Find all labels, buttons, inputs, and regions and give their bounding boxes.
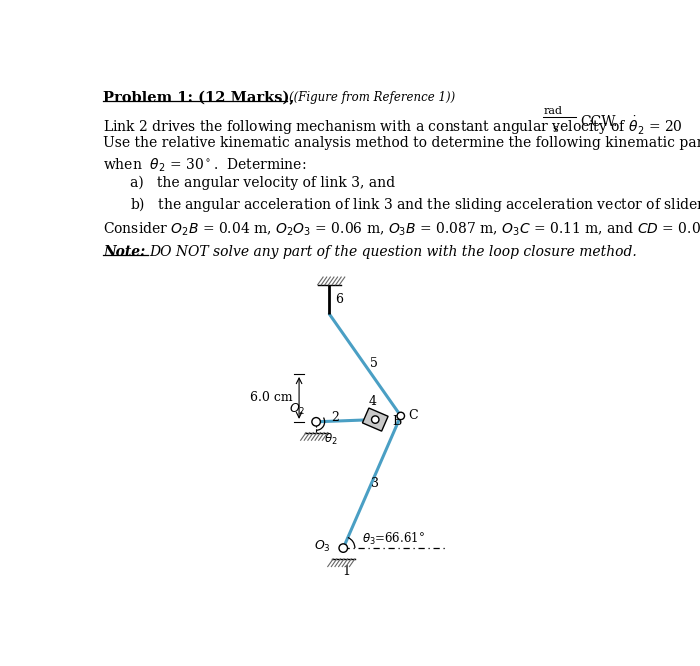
Text: B: B [392,415,402,428]
Text: ((Figure from Reference 1)): ((Figure from Reference 1)) [289,91,455,104]
Text: 2: 2 [332,411,340,424]
Text: when  $\theta_2$ = 30$^\circ$.  Determine:: when $\theta_2$ = 30$^\circ$. Determine: [103,156,307,174]
Text: Consider $O_2B$ = 0.04 m, $O_2O_3$ = 0.06 m, $O_3B$ = 0.087 m, $O_3C$ = 0.11 m, : Consider $O_2B$ = 0.04 m, $O_2O_3$ = 0.0… [103,221,700,238]
Text: a)   the angular velocity of link 3, and: a) the angular velocity of link 3, and [130,175,395,190]
Text: b)   the angular acceleration of link 3 and the sliding acceleration vector of s: b) the angular acceleration of link 3 an… [130,194,700,214]
Text: $\theta_3$=66.61°: $\theta_3$=66.61° [362,531,425,547]
Text: Use the relative kinematic analysis method to determine the following kinematic : Use the relative kinematic analysis meth… [103,136,700,150]
Circle shape [372,416,379,424]
Circle shape [312,418,321,426]
Text: rad: rad [543,106,562,116]
Text: CCW.: CCW. [580,115,618,129]
Circle shape [397,412,405,420]
Text: 6.0 cm: 6.0 cm [251,392,293,404]
Text: 6: 6 [335,293,343,306]
Text: $O_2$: $O_2$ [289,402,305,417]
Text: $O_3$: $O_3$ [314,539,331,554]
Text: 3: 3 [371,478,379,490]
Polygon shape [363,408,388,431]
Text: Problem 1: (12 Marks),: Problem 1: (12 Marks), [103,91,295,105]
Text: 5: 5 [370,357,378,370]
Text: 4: 4 [368,396,376,408]
Text: C: C [408,410,417,422]
Text: s: s [552,124,559,134]
Text: 1: 1 [342,565,350,579]
Text: Link 2 drives the following mechanism with a constant angular velocity of $\dot{: Link 2 drives the following mechanism wi… [103,115,682,137]
Circle shape [339,544,347,552]
Text: DO NOT solve any part of the question with the loop closure method.: DO NOT solve any part of the question wi… [150,244,637,258]
Text: Note:: Note: [103,244,146,258]
Text: $\theta_2$: $\theta_2$ [324,432,337,447]
